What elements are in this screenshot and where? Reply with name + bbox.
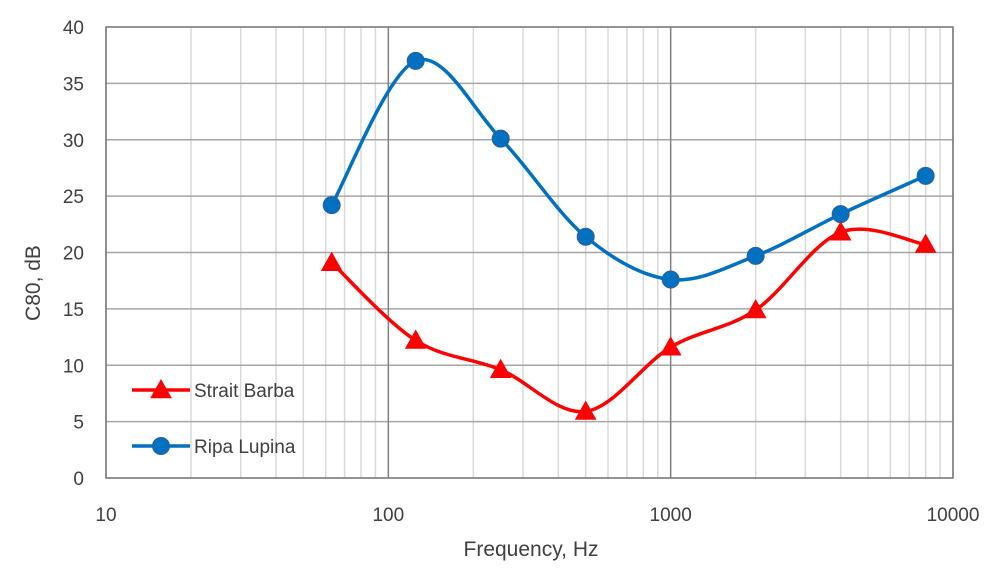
x-tick-label: 1000 bbox=[650, 505, 692, 526]
y-tick-label: 15 bbox=[63, 300, 84, 321]
x-tick-label: 10000 bbox=[927, 505, 980, 526]
legend-label: Ripa Lupina bbox=[194, 437, 296, 458]
x-tick-label: 10 bbox=[95, 505, 116, 526]
data-point-strait-barba bbox=[320, 251, 343, 271]
legend-item-strait-barba: Strait Barba bbox=[132, 378, 295, 402]
data-point-strait-barba bbox=[829, 221, 852, 241]
data-point-strait-barba bbox=[659, 336, 682, 356]
y-tick-label: 35 bbox=[63, 74, 84, 95]
series-strait-barba bbox=[320, 221, 937, 420]
y-tick-labels: 0 5 10 15 20 25 30 35 40 bbox=[63, 18, 84, 490]
data-point-ripa-lupina bbox=[576, 227, 595, 246]
legend-marker bbox=[150, 378, 172, 399]
data-point-ripa-lupina bbox=[746, 246, 765, 265]
data-point-ripa-lupina bbox=[406, 51, 425, 70]
y-tick-label: 20 bbox=[63, 244, 84, 265]
y-tick-label: 5 bbox=[73, 413, 84, 434]
data-point-strait-barba bbox=[914, 233, 937, 253]
x-axis-title: Frequency, Hz bbox=[464, 538, 599, 561]
legend-label: Strait Barba bbox=[194, 381, 295, 402]
y-tick-label: 30 bbox=[63, 131, 84, 152]
plot-frame bbox=[105, 26, 954, 479]
legend-marker bbox=[152, 437, 170, 455]
legend-item-ripa-lupina: Ripa Lupina bbox=[132, 437, 296, 458]
y-tick-label: 25 bbox=[63, 187, 84, 208]
data-point-strait-barba bbox=[404, 329, 427, 349]
series-layer bbox=[320, 51, 937, 420]
grid-major bbox=[105, 26, 954, 479]
data-point-ripa-lupina bbox=[322, 196, 341, 215]
data-point-ripa-lupina bbox=[916, 166, 935, 185]
data-point-strait-barba bbox=[744, 298, 767, 319]
legend: Strait Barba Ripa Lupina bbox=[132, 378, 296, 458]
y-tick-label: 40 bbox=[63, 18, 84, 39]
y-axis-title: C80, dB bbox=[22, 245, 45, 321]
data-point-ripa-lupina bbox=[491, 129, 510, 148]
data-point-strait-barba bbox=[574, 400, 597, 420]
data-point-strait-barba bbox=[489, 358, 512, 379]
x-tick-label: 100 bbox=[372, 505, 404, 526]
series-line-ripa-lupina bbox=[330, 57, 927, 282]
data-point-ripa-lupina bbox=[831, 205, 850, 224]
y-tick-label: 10 bbox=[63, 356, 84, 377]
data-point-ripa-lupina bbox=[661, 270, 680, 289]
x-tick-labels: 10 100 1000 10000 bbox=[95, 505, 979, 526]
series-line-strait-barba bbox=[330, 227, 926, 414]
y-tick-label: 0 bbox=[73, 469, 84, 490]
